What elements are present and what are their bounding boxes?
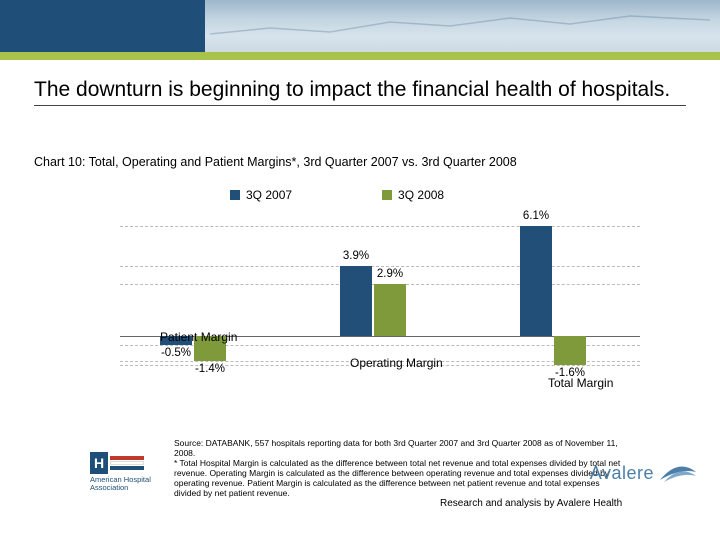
bar-2008	[374, 284, 406, 336]
page-title: The downturn is beginning to impact the …	[34, 78, 686, 106]
chart-subtitle: Chart 10: Total, Operating and Patient M…	[34, 155, 517, 169]
avalere-swoosh-icon	[658, 462, 698, 484]
aha-logo: H American HospitalAssociation	[90, 452, 168, 492]
legend: 3Q 2007 3Q 2008	[230, 188, 444, 202]
category-label: Operating Margin	[350, 356, 443, 370]
legend-item-2008: 3Q 2008	[382, 188, 444, 202]
legend-label-2007: 3Q 2007	[246, 188, 292, 202]
legend-item-2007: 3Q 2007	[230, 188, 292, 202]
slide: The downturn is beginning to impact the …	[0, 0, 720, 540]
category-label: Patient Margin	[160, 330, 237, 344]
bar-value-label: -0.5%	[146, 347, 206, 359]
legend-swatch-2008	[382, 190, 392, 200]
banner-accent-bar	[0, 52, 720, 60]
aha-h-icon: H	[90, 452, 108, 474]
avalere-logo: Avalere	[590, 462, 698, 484]
footnote: Source: DATABANK, 557 hospitals reportin…	[174, 438, 624, 498]
banner-decorative-chart	[210, 14, 710, 40]
banner-left-block	[0, 0, 205, 52]
gridline	[120, 226, 640, 227]
category-label: Total Margin	[548, 376, 613, 390]
footnote-source: Source: DATABANK, 557 hospitals reportin…	[174, 438, 618, 458]
bar-value-label: -1.4%	[180, 363, 240, 375]
bar-2008	[554, 336, 586, 365]
legend-swatch-2007	[230, 190, 240, 200]
avalere-text: Avalere	[590, 463, 654, 484]
margin-bar-chart: -0.5% -1.4% Patient Margin 3.9% 2.9% Operatin…	[120, 208, 640, 388]
bar-value-label: 6.1%	[506, 210, 566, 222]
bar-value-label: 2.9%	[360, 268, 420, 280]
gridline	[120, 266, 640, 267]
banner	[0, 0, 720, 62]
aha-mark: H	[90, 452, 168, 474]
footnote-defs: * Total Hospital Margin is calculated as…	[174, 458, 620, 498]
aha-text: American HospitalAssociation	[90, 476, 168, 492]
credit-line: Research and analysis by Avalere Health	[440, 498, 622, 509]
bar-2007	[520, 226, 552, 336]
aha-stripes-icon	[110, 456, 144, 470]
legend-label-2008: 3Q 2008	[398, 188, 444, 202]
bar-value-label: 3.9%	[326, 250, 386, 262]
